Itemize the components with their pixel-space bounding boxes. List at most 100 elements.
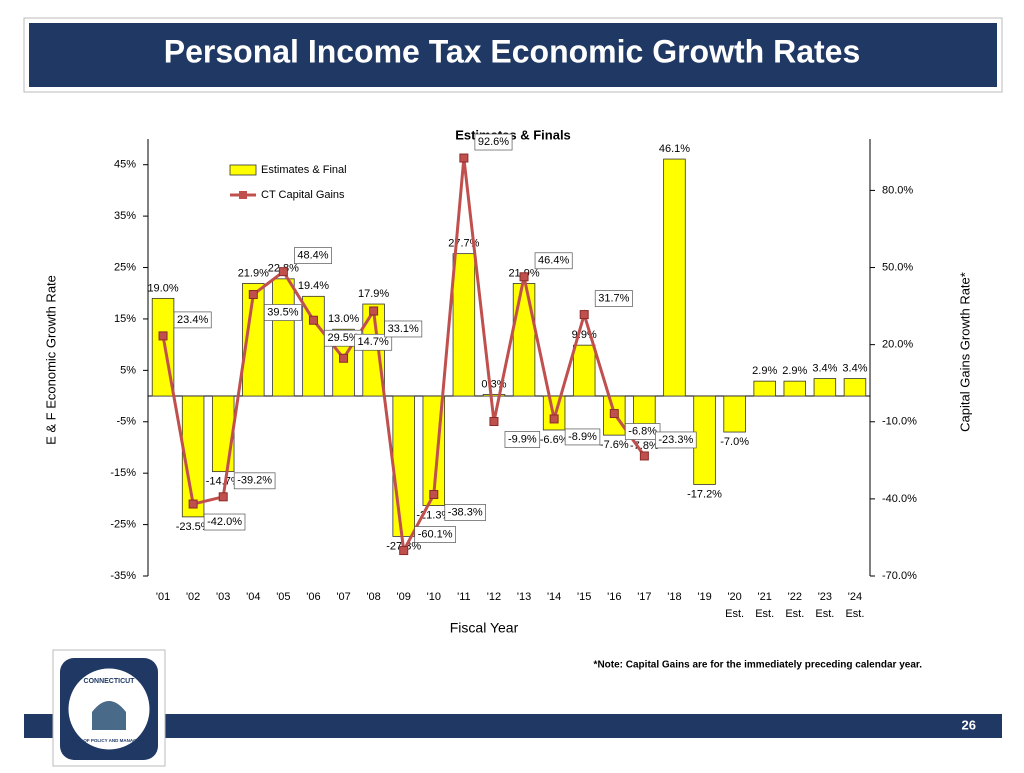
bar-label: -7.0% [720,436,749,448]
line-marker [459,153,469,163]
y2-tick-label: 80.0% [882,184,913,196]
line-label-box [504,431,541,448]
line-label: 48.4% [297,250,328,262]
line-label-box [655,431,697,449]
bar [211,395,235,473]
bar-label: 19.0% [147,282,178,294]
y2-axis-label: Capital Gains Growth Rate* [957,272,972,432]
footnote: *Note: Capital Gains are for the immedia… [594,660,923,671]
bar [843,378,867,397]
logo-dome [92,701,126,730]
bar-label: 17.9% [358,288,389,300]
line-marker [579,310,589,320]
logo-text: OFFICE OF POLICY AND MANAGEMENT [66,738,153,743]
line-label-box [474,133,513,151]
line-label-box [263,304,302,321]
line-marker [609,409,619,419]
bar-label: -6.6% [540,434,569,446]
line-marker [519,272,529,282]
line-marker [248,290,258,300]
bar-label: 2.9% [752,365,777,377]
line-label: 23.4% [177,314,208,326]
page-number: 26 [962,717,976,732]
bar [272,278,295,397]
x-tick-note: Est. [845,608,864,620]
x-tick-note: Est. [785,608,804,620]
line-marker [429,490,439,500]
line-label: 14.7% [358,336,389,348]
x-tick-label: '05 [276,591,290,603]
line-label-box [294,247,332,264]
y-axis-label: E & F Economic Growth Rate [43,275,58,445]
y2-tick-label: -40.0% [882,493,917,505]
x-tick-label: '06 [306,591,320,603]
x-tick-label: '08 [366,591,380,603]
bar [482,394,506,397]
logo-text: CONNECTICUT [84,678,136,685]
bar-label: -17.2% [687,488,722,500]
y-tick-label: 35% [114,210,136,222]
bar-label: -7.6% [600,439,629,451]
bar [783,380,807,397]
bar [181,395,205,518]
line-label-box [564,428,601,446]
line-label: -6.8% [628,425,657,437]
bar [512,283,536,397]
line-label: 39.5% [267,306,298,318]
bar [242,283,265,397]
y-tick-label: 15% [114,313,136,325]
x-tick-label: '21 [758,591,772,603]
line-label-box [414,526,456,543]
bar-label: 13.0% [328,313,359,325]
line-label-box [594,290,633,307]
bar-label: 46.1% [659,143,690,155]
legend-label: Estimates & Final [261,164,347,176]
y2-tick-label: -10.0% [882,416,917,428]
bar [723,395,746,433]
line-label: 46.4% [538,255,569,267]
x-tick-label: '23 [818,591,832,603]
x-tick-label: '15 [577,591,591,603]
y-tick-label: -35% [110,570,136,582]
line-label: -23.3% [658,434,693,446]
x-tick-label: '01 [156,591,170,603]
y2-tick-label: -70.0% [882,570,917,582]
line-label-box [624,423,661,440]
legend-swatch [229,164,257,176]
line-label-box [384,320,423,338]
x-tick-label: '12 [487,591,501,603]
line-label-box [203,513,246,531]
line-marker [339,353,349,363]
line-label: -9.9% [508,433,537,445]
x-tick-label: '16 [607,591,621,603]
line-marker [399,546,409,556]
line-label-box [354,333,393,351]
line-label: -60.1% [418,528,453,540]
bar [572,344,596,397]
bar [452,253,476,397]
line-label-box [233,472,276,490]
bar-label: -7.8% [630,440,659,452]
line-label: -8.9% [568,431,597,443]
bar [663,158,686,397]
x-tick-label: '22 [788,591,802,603]
x-tick-label: '04 [246,591,260,603]
line-marker [549,414,559,424]
bar [392,395,415,537]
line-marker [188,499,198,509]
header-bar [29,23,997,87]
bar [302,295,325,397]
bar-label: -23.5% [176,521,211,533]
y-tick-label: 25% [114,261,136,273]
bar-label: -14.7% [206,476,241,488]
line-marker [639,451,649,461]
bar [753,380,776,397]
x-tick-note: Est. [815,608,834,620]
x-tick-label: '19 [697,591,711,603]
legend-swatch [239,191,247,199]
y-tick-label: -5% [116,416,136,428]
bar [693,395,716,485]
y-tick-label: 45% [114,159,136,171]
line-label: -39.2% [237,475,272,487]
